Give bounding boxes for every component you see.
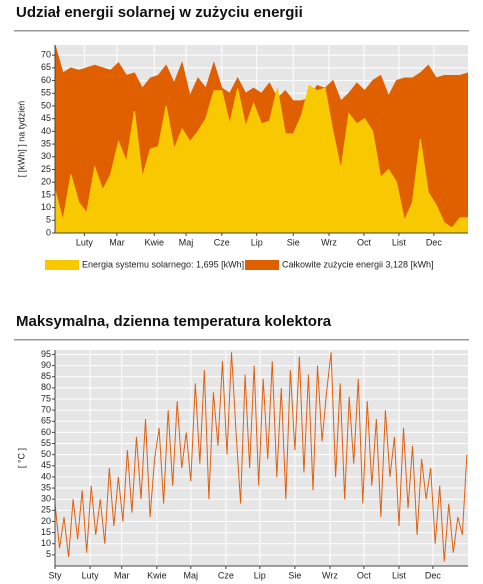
y-tick-label: 75 — [41, 393, 51, 403]
y-tick-label: 55 — [41, 438, 51, 448]
y-tick-label: 30 — [41, 151, 51, 161]
y-tick-label: 40 — [41, 471, 51, 481]
chart-title: Udział energii solarnej w zużyciu energi… — [16, 4, 303, 21]
x-tick-label: Wrz — [321, 237, 337, 247]
x-tick-label: List — [392, 570, 407, 580]
y-tick-label: 45 — [41, 460, 51, 470]
y-tick-label: 45 — [41, 113, 51, 123]
legend-label: Całkowite zużycie energii 3,128 [kWh] — [282, 259, 434, 269]
x-tick-label: Dec — [425, 570, 442, 580]
area-fill — [55, 85, 468, 233]
y-tick-label: 25 — [41, 505, 51, 515]
y-tick-label: 95 — [41, 349, 51, 359]
x-tick-label: Lip — [254, 570, 266, 580]
y-tick-label: 65 — [41, 62, 51, 72]
x-tick-label: Sty — [48, 570, 62, 580]
x-tick-label: Luty — [76, 237, 94, 247]
y-tick-label: 90 — [41, 360, 51, 370]
x-tick-label: List — [392, 237, 407, 247]
area-line — [54, 84, 468, 229]
y-tick-label: 35 — [41, 138, 51, 148]
legend-label: Energia systemu solarnego: 1,695 [kWh] — [82, 259, 244, 269]
y-tick-label: 15 — [41, 527, 51, 537]
x-tick-label: Oct — [357, 237, 372, 247]
y-tick-label: 30 — [41, 494, 51, 504]
y-tick-label: 60 — [41, 427, 51, 437]
x-tick-label: Lip — [251, 237, 263, 247]
y-tick-label: 5 — [46, 215, 51, 225]
legend-swatch — [45, 260, 79, 270]
x-tick-label: Oct — [357, 570, 372, 580]
x-tick-label: Dec — [426, 237, 443, 247]
x-tick-label: Sie — [288, 570, 301, 580]
y-tick-label: 35 — [41, 482, 51, 492]
x-tick-label: Mar — [109, 237, 125, 247]
x-tick-label: Cze — [218, 570, 234, 580]
x-tick-label: Luty — [82, 570, 100, 580]
plot-background — [55, 350, 468, 566]
y-tick-label: 15 — [41, 189, 51, 199]
title-rule — [14, 339, 469, 341]
y-axis-label: [ [kWh] ] na tydzień — [16, 101, 26, 178]
x-tick-label: Mar — [114, 570, 130, 580]
chart-title: Maksymalna, dzienna temperatura kolektor… — [16, 313, 332, 330]
y-tick-label: 10 — [41, 538, 51, 548]
area-line — [54, 44, 469, 102]
y-tick-label: 70 — [41, 404, 51, 414]
y-tick-label: 25 — [41, 164, 51, 174]
y-tick-label: 60 — [41, 75, 51, 85]
legend-swatch — [245, 260, 279, 270]
y-tick-label: 80 — [41, 382, 51, 392]
y-tick-label: 55 — [41, 88, 51, 98]
y-tick-label: 50 — [41, 100, 51, 110]
y-tick-label: 65 — [41, 416, 51, 426]
y-tick-label: 20 — [41, 516, 51, 526]
data-line — [54, 352, 468, 562]
y-axis-label: [ °C ] — [16, 448, 26, 468]
y-tick-label: 50 — [41, 449, 51, 459]
y-tick-label: 10 — [41, 202, 51, 212]
x-tick-label: Wrz — [322, 570, 338, 580]
x-tick-label: Kwie — [145, 237, 165, 247]
y-tick-label: 70 — [41, 50, 51, 60]
y-tick-label: 20 — [41, 177, 51, 187]
title-rule — [14, 30, 469, 32]
x-tick-label: Maj — [184, 570, 199, 580]
y-tick-label: 0 — [46, 227, 51, 237]
y-tick-label: 40 — [41, 126, 51, 136]
y-tick-label: 85 — [41, 371, 51, 381]
x-tick-label: Kwie — [147, 570, 167, 580]
x-tick-label: Cze — [214, 237, 230, 247]
x-tick-label: Sie — [287, 237, 300, 247]
y-tick-label: 5 — [46, 549, 51, 559]
x-tick-label: Maj — [179, 237, 194, 247]
